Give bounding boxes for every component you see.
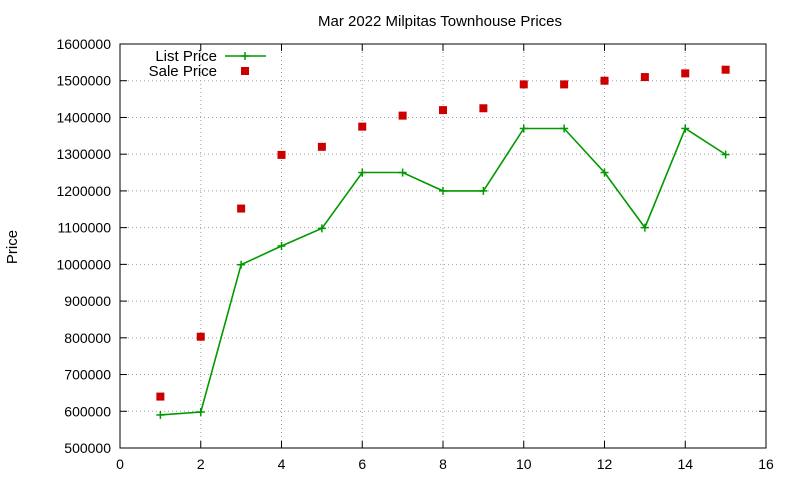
y-tick-label: 1500000 [56,73,111,89]
chart-title: Mar 2022 Milpitas Townhouse Prices [318,13,562,30]
y-tick-label: 1100000 [58,220,112,236]
x-tick-label: 14 [677,456,693,472]
sale-price-point [398,111,407,120]
sale-price-point [358,122,367,131]
sale-price-point [600,76,609,85]
sale-price-point [479,104,488,113]
grid-lines [120,44,766,448]
axis-ticks [119,43,767,449]
y-tick-label: 500000 [64,440,111,456]
sale-price-point [277,150,286,159]
x-tick-label: 0 [116,456,124,472]
y-tick-label: 700000 [64,367,111,383]
tick-labels: 500000 600000 700000 800000 900000 1000000 110… [56,36,774,472]
x-tick-label: 6 [358,456,366,472]
list-price-point [398,168,407,177]
x-tick-label: 4 [278,456,286,472]
x-tick-label: 12 [597,456,613,472]
sale-price-point [519,80,528,89]
y-tick-label: 800000 [64,330,111,346]
list-price-point [237,260,246,269]
list-price-point [640,223,649,232]
list-price-point [600,168,609,177]
series [156,65,730,419]
x-tick-label: 8 [439,456,447,472]
list-price-point [196,408,205,417]
list-price-point [519,124,528,133]
sale-price-point [721,65,730,74]
y-tick-label: 900000 [64,293,111,309]
list-price-point [317,224,326,233]
sale-price-point [681,69,690,78]
sale-price-point [560,80,569,89]
list-price-point [681,124,690,133]
list-price-line [160,127,727,416]
y-tick-label: 1300000 [56,146,111,162]
legend-label: Sale Price [149,63,217,80]
sale-price-point [439,106,447,115]
y-tick-label: 1600000 [56,36,111,52]
y-tick-label: 1200000 [56,183,111,199]
list-price-point [358,168,367,177]
x-tick-label: 2 [197,456,205,472]
legend-marker [241,52,249,60]
legend-marker [241,67,249,75]
x-tick-label: 16 [758,456,774,472]
sale-price-point [156,392,165,401]
legend-label: List Price [155,48,217,65]
list-price-point [479,186,488,195]
list-price-point [277,242,286,250]
y-tick-label: 1000000 [56,256,111,272]
sale-price-point [640,73,649,82]
list-price-point [721,150,730,159]
x-tick-label: 10 [516,456,532,472]
list-price-point [439,186,447,195]
sale-price-point [317,142,326,151]
y-tick-label: 1400000 [56,109,111,125]
y-axis-label: Price [4,230,21,264]
list-price-point [560,124,569,133]
sale-price-point [196,332,205,341]
sale-price-point [237,204,246,213]
y-tick-label: 600000 [64,403,111,419]
list-price-point [156,410,165,419]
